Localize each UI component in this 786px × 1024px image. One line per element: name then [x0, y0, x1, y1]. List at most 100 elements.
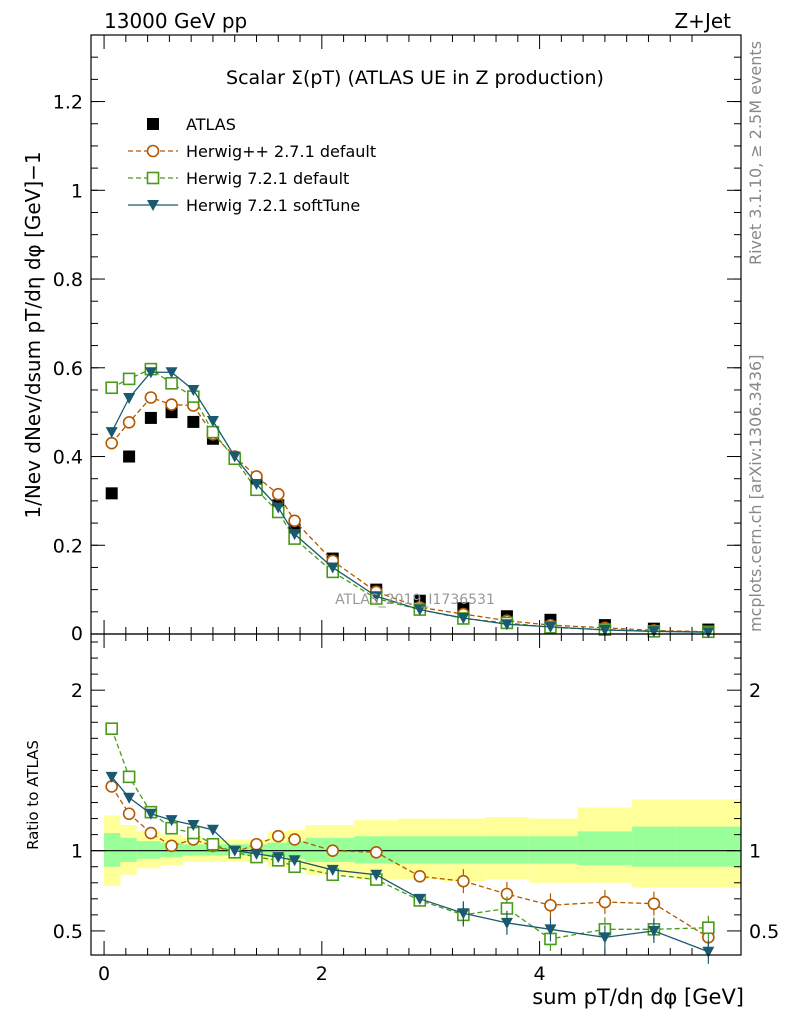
y-tick-label: 0.2 [53, 535, 83, 557]
band-segment [528, 836, 578, 864]
data-point [702, 627, 715, 639]
data-point [598, 625, 611, 637]
ratio-point [144, 826, 158, 840]
ratio-panel-frame [90, 633, 742, 956]
ratio-point [206, 837, 220, 851]
ratio-point [187, 819, 200, 831]
data-point [370, 591, 383, 603]
ratio-y-tick-label-right: 1 [749, 841, 761, 863]
ratio-point [702, 946, 715, 958]
ratio-point [250, 848, 263, 860]
ratio-panel-axes: 0.5 0.5 1 1 2 2 0 2 4 [53, 634, 779, 985]
ratio-point [144, 808, 157, 820]
series-herwig-7-2-1-softtune [105, 367, 715, 639]
data-point [144, 391, 158, 404]
ratio-y-tick-label: 0.5 [53, 921, 83, 943]
legend-label: Herwig++ 2.7.1 default [186, 142, 376, 161]
data-point [500, 619, 513, 631]
ratio-point [647, 897, 661, 910]
ratio-point [413, 870, 427, 883]
band-segment [485, 836, 529, 864]
data-point [413, 604, 426, 616]
ratio-point [122, 807, 136, 821]
legend-label: Herwig 7.2.1 softTune [186, 196, 360, 215]
ratio-point [165, 839, 178, 853]
ratio-point [647, 925, 660, 937]
ratio-point [598, 932, 611, 944]
ratio-series-herwig-7-2-1-softtune [105, 771, 715, 964]
x-axis-label: sum pT/dη dφ [GeV] [532, 985, 744, 1009]
energy-label: 13000 GeV pp [104, 9, 247, 33]
x-tick-label: 2 [316, 963, 328, 985]
data-point [105, 436, 118, 450]
legend-entry-herwig-2-7-1-default: Herwig++ 2.7.1 default [128, 142, 376, 161]
y-tick-label: 1 [71, 180, 83, 202]
band-segment [675, 826, 741, 867]
plot-title: Scalar Σ(pT) (ATLAS UE in Z production) [226, 67, 604, 89]
data-point [228, 451, 241, 463]
data-point [326, 562, 339, 574]
band-inner [104, 826, 741, 867]
band-segment [577, 831, 633, 866]
legend-marker [147, 118, 159, 130]
ratio-panel-marks [105, 722, 715, 964]
ratio-point [457, 874, 470, 888]
data-point [272, 502, 285, 514]
legend-marker [146, 171, 160, 185]
ratio-point [544, 898, 557, 912]
data-point [122, 372, 136, 386]
data-point [165, 377, 178, 390]
ratio-point [326, 864, 339, 876]
ratio-point [122, 770, 136, 784]
ratio-point [105, 722, 118, 735]
band-segment [398, 836, 442, 864]
y-tick-label: 0.4 [53, 447, 83, 469]
process-label: Z+Jet [674, 9, 731, 33]
band-segment [632, 826, 676, 867]
ratio-point [250, 837, 263, 851]
band-segment [136, 841, 161, 859]
data-point [165, 367, 178, 379]
data-point [105, 427, 118, 439]
ratio-point [598, 895, 612, 909]
x-tick-label: 0 [98, 963, 110, 985]
ratio-y-tick-label: 2 [71, 680, 83, 702]
ratio-point [271, 829, 285, 843]
data-point [187, 415, 200, 428]
ratio-y-tick-label-right: 0.5 [749, 921, 779, 943]
data-point [544, 621, 557, 633]
x-tick-label: 4 [534, 963, 546, 985]
ratio-y-tick-label-right: 2 [749, 680, 761, 702]
data-point [123, 392, 136, 404]
legend-label: Herwig 7.2.1 default [186, 169, 349, 188]
ratio-y-tick-label: 1 [71, 841, 83, 863]
ratio-point [272, 852, 285, 864]
band-segment [441, 836, 486, 864]
legend: ATLAS Herwig++ 2.7.1 default Herwig 7.2.1 … [128, 115, 376, 215]
band-segment [104, 833, 121, 867]
band-segment [120, 837, 137, 862]
ratio-point [413, 893, 426, 905]
ratio-point [500, 917, 513, 929]
ratio-point [123, 792, 136, 804]
data-point [187, 384, 200, 396]
data-point [165, 398, 178, 411]
legend-entry-atlas: ATLAS [147, 115, 236, 134]
ratio-point [702, 921, 715, 935]
ratio-point [369, 845, 383, 859]
legend-label: ATLAS [186, 115, 236, 134]
y-tick-label-zero: 0 [71, 623, 83, 645]
rivet-version-label: Rivet 3.1.10, ≥ 2.5M events [746, 41, 765, 265]
mcplots-label: mcplots.cern.ch [arXiv:1306.3436] [746, 355, 765, 632]
data-point [105, 381, 118, 395]
data-point [206, 416, 219, 428]
data-point [271, 487, 285, 501]
data-point [288, 514, 301, 528]
y-axis-label-ratio: Ratio to ATLAS [24, 740, 42, 850]
main-panel-marks [105, 362, 715, 639]
legend-entry-herwig-7-2-1-default: Herwig 7.2.1 default [128, 169, 349, 188]
band-segment [182, 844, 205, 856]
band-segment [286, 841, 306, 859]
ratio-point [457, 908, 470, 920]
